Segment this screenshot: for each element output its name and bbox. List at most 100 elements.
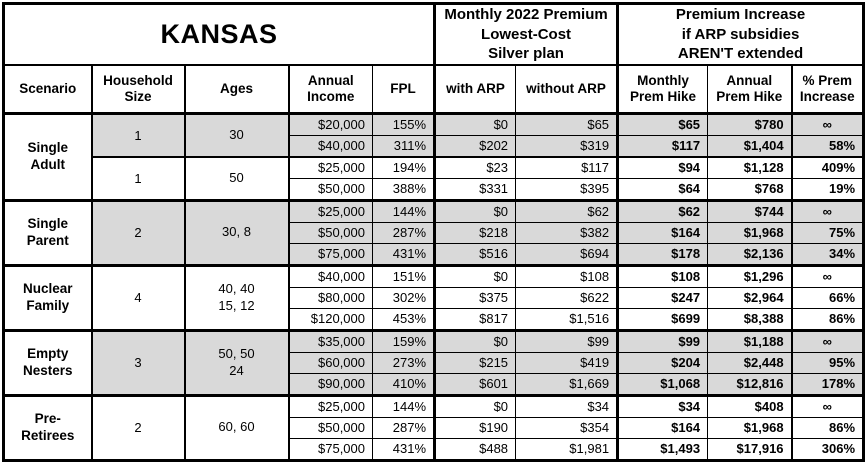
table-row: Empty Nesters 3 50, 50 24 $35,000 159% $… [3,328,865,396]
without-arp-cell: $319 [515,134,619,157]
monthly-hike-cell: $699 [616,307,709,331]
monthly-hike-cell: $62 [616,198,709,223]
ages-cell: 50, 50 24 [183,328,289,396]
income-cell: $40,000 [287,134,373,157]
column-header-scenario: Scenario [3,63,92,115]
pct-increase-cell: ∞ [790,111,865,136]
income-cell: $25,000 [287,393,373,418]
ages-cell: 60, 60 [183,393,289,461]
column-header-income: Annual Income [287,63,373,115]
ages-cell: 50 [183,155,289,201]
with-arp-cell: $601 [433,372,517,396]
annual-hike-cell: $1,188 [707,328,793,353]
fpl-cell: 159% [371,328,436,353]
household-cell: 1 [90,155,185,201]
annual-hike-cell: $8,388 [707,307,793,331]
pct-increase-cell: 178% [790,372,865,396]
pct-increase-cell: 66% [790,286,865,309]
monthly-hike-cell: $204 [616,351,709,374]
annual-hike-cell: $1,404 [707,134,793,157]
table-row: Nuclear Family 4 40, 40 15, 12 $40,000 1… [3,263,865,331]
column-header-annual-hike: Annual Prem Hike [707,63,793,115]
with-arp-cell: $817 [433,307,517,331]
with-arp-cell: $0 [433,111,517,136]
pct-increase-cell: ∞ [790,393,865,418]
annual-hike-cell: $408 [707,393,793,418]
household-cell: 3 [90,328,185,396]
state-title: KANSAS [2,3,436,65]
income-cell: $25,000 [287,155,373,179]
income-cell: $90,000 [287,372,373,396]
with-arp-cell: $0 [433,328,517,353]
monthly-hike-cell: $1,068 [616,372,709,396]
annual-hike-cell: $768 [707,177,793,201]
column-header-fpl: FPL [371,63,436,115]
without-arp-cell: $99 [515,328,619,353]
table-row: $90,000 410% $601 $1,669 $1,068 $12,816 … [4,372,865,396]
monthly-hike-cell: $117 [616,134,709,157]
scenario-cell: Pre- Retirees [3,393,92,461]
pct-increase-cell: 306% [790,437,865,461]
with-arp-cell: $516 [433,242,517,266]
column-header-ages: Ages [183,63,289,115]
fpl-cell: 155% [371,111,436,136]
column-header-without-arp: without ARP [515,63,619,115]
income-cell: $50,000 [287,177,373,201]
annual-hike-cell: $1,968 [707,221,793,244]
table-row: $80,000 302% $375 $622 $247 $2,964 66% [4,286,865,309]
without-arp-cell: $65 [515,111,619,136]
annual-hike-cell: $17,916 [707,437,793,461]
income-cell: $60,000 [287,351,373,374]
monthly-hike-cell: $247 [616,286,709,309]
ages-cell: 30, 8 [183,198,289,266]
increase-section-header: Premium Increase if ARP subsidies AREN'T… [616,3,865,65]
household-cell: 1 [90,111,185,157]
scenario-cell: Nuclear Family [3,263,92,331]
monthly-hike-cell: $164 [616,221,709,244]
pct-increase-cell: 58% [790,134,865,157]
pct-increase-cell: ∞ [790,263,865,288]
column-header-pct-increase: % Prem Increase [790,63,865,115]
without-arp-cell: $395 [515,177,619,201]
income-cell: $50,000 [287,221,373,244]
fpl-cell: 453% [371,307,436,331]
title-row: KANSAS Monthly 2022 Premium Lowest-Cost … [2,3,865,65]
income-cell: $25,000 [287,198,373,223]
pct-increase-cell: 409% [790,155,865,179]
monthly-hike-cell: $108 [616,263,709,288]
pct-increase-cell: 19% [790,177,865,201]
household-cell: 4 [90,263,185,331]
monthly-hike-cell: $94 [616,155,709,179]
with-arp-cell: $23 [433,155,517,179]
pct-increase-cell: 95% [790,351,865,374]
monthly-hike-cell: $99 [616,328,709,353]
without-arp-cell: $382 [515,221,619,244]
income-cell: $80,000 [287,286,373,309]
annual-hike-cell: $1,296 [707,263,793,288]
without-arp-cell: $1,669 [515,372,619,396]
without-arp-cell: $34 [515,393,619,418]
without-arp-cell: $622 [515,286,619,309]
table-row: 1 50 $25,000 194% $23 $117 $94 $1,128 40… [4,155,865,201]
table-row: $75,000 431% $516 $694 $178 $2,136 34% [4,242,865,266]
income-cell: $35,000 [287,328,373,353]
table-row: $60,000 273% $215 $419 $204 $2,448 95% [4,351,865,374]
fpl-cell: 144% [371,198,436,223]
without-arp-cell: $419 [515,351,619,374]
pct-increase-cell: 75% [790,221,865,244]
column-header-household: Household Size [90,63,185,115]
monthly-hike-cell: $1,493 [616,437,709,461]
table-row: Pre- Retirees 2 60, 60 $25,000 144% $0 $… [3,393,865,461]
monthly-hike-cell: $34 [616,393,709,418]
without-arp-cell: $1,981 [515,437,619,461]
with-arp-cell: $0 [433,393,517,418]
fpl-cell: 287% [371,416,436,439]
household-cell: 2 [90,393,185,461]
monthly-hike-cell: $64 [616,177,709,201]
table-row: Single Parent 2 30, 8 $25,000 144% $0 $6… [3,198,865,266]
column-header-row: Scenario Household Size Ages Annual Inco… [3,63,865,115]
column-header-with-arp: with ARP [433,63,517,115]
annual-hike-cell: $2,964 [707,286,793,309]
ages-cell: 40, 40 15, 12 [183,263,289,331]
income-cell: $20,000 [287,111,373,136]
